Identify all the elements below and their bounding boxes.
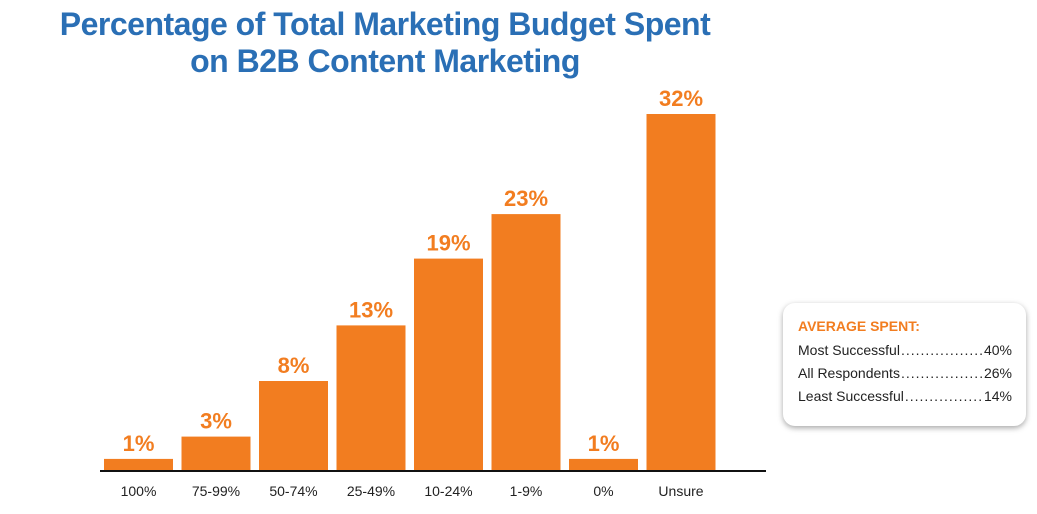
bar-8	[646, 114, 716, 470]
bar-7	[569, 458, 638, 470]
bar-value-label: 1%	[588, 431, 620, 456]
x-tick-label: Unsure	[658, 483, 703, 499]
bar-value-label: 23%	[504, 186, 548, 211]
bar-value-label: 3%	[200, 409, 232, 434]
x-tick-label: 10-24%	[424, 483, 472, 499]
bar-5	[414, 258, 483, 470]
bar-6	[491, 214, 561, 470]
legend-row-value: 14%	[983, 388, 1012, 404]
leader-dots	[901, 362, 983, 385]
x-tick-label: 75-99%	[192, 483, 240, 499]
average-spent-row-all-respondents: All Respondents 26%	[798, 362, 1012, 385]
leader-dots	[901, 339, 983, 362]
x-tick-labels-group: 100% 75-99% 50-74% 25-49% 10-24% 1-9% 0% Unsure	[121, 483, 704, 499]
average-spent-box: AVERAGE SPENT: Most Successful 40% All R…	[783, 303, 1026, 426]
leader-dots	[905, 385, 983, 408]
bar-2	[181, 436, 251, 470]
bars-group	[104, 114, 716, 470]
average-spent-row-most-successful: Most Successful 40%	[798, 339, 1012, 362]
legend-row-label: Least Successful	[798, 388, 904, 404]
bar-value-label: 1%	[123, 431, 155, 456]
bar-value-label: 13%	[349, 297, 393, 322]
x-tick-label: 0%	[593, 483, 613, 499]
bar-value-label: 32%	[659, 86, 703, 111]
legend-row-value: 26%	[983, 365, 1012, 381]
legend-row-value: 40%	[983, 342, 1012, 358]
value-labels-group: 1% 3% 8% 13% 19% 23% 1% 32%	[123, 86, 703, 456]
bar-chart: 1% 3% 8% 13% 19% 23% 1% 32% 100% 75-99% 50-74% 25-…	[100, 86, 766, 499]
bar-value-label: 8%	[278, 353, 310, 378]
chart-title: Percentage of Total Marketing Budget Spe…	[0, 6, 770, 80]
average-spent-title: AVERAGE SPENT:	[798, 318, 920, 334]
x-tick-label: 100%	[121, 483, 157, 499]
chart-title-line-2: on B2B Content Marketing	[190, 43, 580, 79]
chart-title-line-1: Percentage of Total Marketing Budget Spe…	[59, 6, 711, 42]
average-spent-row-least-successful: Least Successful 14%	[798, 385, 1012, 408]
bar-1	[104, 458, 173, 470]
bar-4	[336, 325, 406, 470]
legend-row-label: All Respondents	[798, 365, 900, 381]
legend-row-label: Most Successful	[798, 342, 900, 358]
x-tick-label: 25-49%	[347, 483, 395, 499]
x-tick-label: 1-9%	[510, 483, 543, 499]
bar-value-label: 19%	[426, 231, 470, 256]
x-tick-label: 50-74%	[269, 483, 317, 499]
bar-3	[259, 381, 328, 470]
